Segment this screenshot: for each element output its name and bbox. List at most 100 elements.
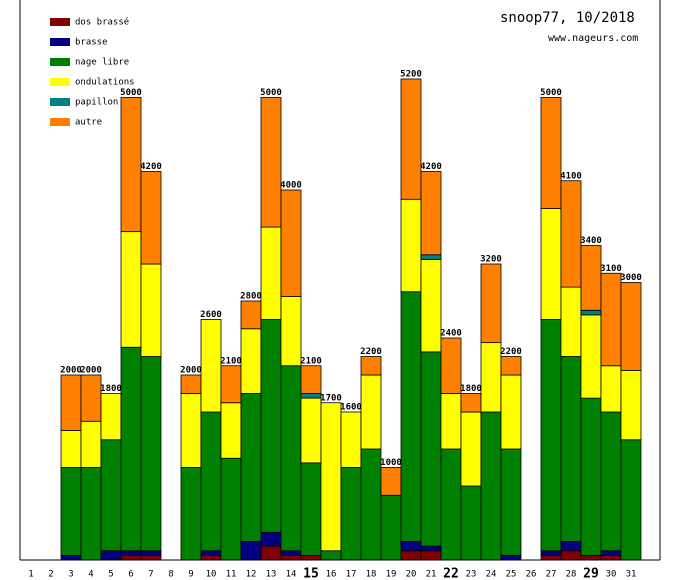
total-label: 4200 bbox=[140, 162, 162, 172]
bar-segment bbox=[400, 550, 422, 561]
bar-segment bbox=[480, 263, 502, 344]
total-label: 2000 bbox=[80, 366, 102, 376]
x-tick-label: 3 bbox=[68, 570, 73, 580]
bar-segment bbox=[380, 494, 402, 561]
total-label: 2000 bbox=[180, 366, 202, 376]
total-label: 4200 bbox=[420, 162, 442, 172]
bar-segment bbox=[260, 319, 282, 533]
bar-segment bbox=[240, 541, 262, 561]
bar-segment bbox=[420, 351, 442, 547]
x-tick-label: 20 bbox=[406, 570, 417, 580]
bar-segment bbox=[320, 402, 342, 552]
x-tick-label: 21 bbox=[426, 570, 437, 580]
x-tick-label: 27 bbox=[546, 570, 557, 580]
total-label: 5000 bbox=[540, 88, 562, 98]
total-label: 1800 bbox=[460, 384, 482, 394]
x-tick-label: 13 bbox=[266, 570, 277, 580]
bar-segment bbox=[400, 541, 422, 552]
bar-segment bbox=[480, 411, 502, 561]
bar-segment bbox=[140, 550, 162, 556]
total-label: 2000 bbox=[60, 366, 82, 376]
legend-label: papillon bbox=[75, 98, 118, 108]
total-label: 2200 bbox=[360, 347, 382, 357]
bar-segment bbox=[540, 319, 562, 552]
bar-segment bbox=[620, 282, 642, 371]
bar-segment bbox=[300, 393, 322, 399]
bar-segment bbox=[600, 411, 622, 552]
bar-segment bbox=[480, 342, 502, 413]
bar-segment bbox=[580, 309, 602, 316]
x-tick-label: 29 bbox=[583, 567, 599, 580]
total-label: 2100 bbox=[300, 356, 322, 366]
x-tick-label: 12 bbox=[246, 570, 257, 580]
bar-segment bbox=[80, 420, 102, 468]
bar-segment bbox=[380, 467, 402, 496]
bar-segment bbox=[200, 319, 222, 413]
bar-segment bbox=[560, 356, 582, 542]
bar-segment bbox=[420, 254, 442, 260]
x-tick-label: 24 bbox=[486, 570, 497, 580]
chart-subtitle: www.nageurs.com bbox=[548, 33, 638, 44]
bar-segment bbox=[580, 245, 602, 311]
bar-segment bbox=[580, 554, 602, 561]
x-tick-label: 17 bbox=[346, 570, 357, 580]
bar-segment bbox=[560, 286, 582, 357]
x-tick-label: 31 bbox=[626, 570, 637, 580]
x-tick-label: 18 bbox=[366, 570, 377, 580]
bar-segment bbox=[280, 554, 302, 561]
bar-segment bbox=[360, 448, 382, 561]
legend-swatch bbox=[50, 98, 70, 106]
total-label: 5000 bbox=[260, 88, 282, 98]
total-label: 2800 bbox=[240, 292, 262, 302]
legend-swatch bbox=[50, 18, 70, 26]
bar-segment bbox=[280, 365, 302, 552]
bar-segment bbox=[560, 541, 582, 552]
bar-segment bbox=[600, 365, 622, 413]
bar-segment bbox=[180, 393, 202, 468]
bar-segment bbox=[60, 430, 82, 468]
bar-segment bbox=[220, 457, 242, 561]
bar-segment bbox=[120, 554, 142, 561]
legend-swatch bbox=[50, 78, 70, 86]
x-tick-label: 19 bbox=[386, 570, 397, 580]
total-label: 2200 bbox=[500, 347, 522, 357]
legend-label: autre bbox=[75, 118, 102, 128]
bar-segment bbox=[120, 231, 142, 348]
bar-segment bbox=[60, 374, 82, 431]
total-label: 4000 bbox=[280, 181, 302, 191]
total-label: 1800 bbox=[100, 384, 122, 394]
bar-segment bbox=[200, 554, 222, 561]
x-tick-label: 9 bbox=[188, 570, 193, 580]
total-label: 5200 bbox=[400, 70, 422, 80]
x-tick-label: 11 bbox=[226, 570, 237, 580]
total-label: 1000 bbox=[380, 458, 402, 468]
legend-label: ondulations bbox=[75, 78, 135, 88]
total-label: 3200 bbox=[480, 255, 502, 265]
bar-segment bbox=[420, 545, 442, 552]
bar-segment bbox=[340, 411, 362, 468]
x-tick-label: 7 bbox=[148, 570, 153, 580]
x-tick-label: 10 bbox=[206, 570, 217, 580]
bar-segment bbox=[240, 393, 262, 542]
bar-segment bbox=[460, 411, 482, 487]
total-label: 3100 bbox=[600, 264, 622, 274]
bar-segment bbox=[600, 554, 622, 561]
bar-segment bbox=[420, 258, 442, 353]
bar-segment bbox=[620, 369, 642, 441]
bar-segment bbox=[260, 545, 282, 561]
bar-segment bbox=[300, 365, 322, 394]
x-tick-label: 25 bbox=[506, 570, 517, 580]
x-tick-label: 5 bbox=[108, 570, 113, 580]
x-tick-label: 23 bbox=[466, 570, 477, 580]
x-tick-label: 6 bbox=[128, 570, 133, 580]
bar-segment bbox=[140, 356, 162, 552]
legend-label: nage libre bbox=[75, 58, 129, 68]
bar-segment bbox=[300, 554, 322, 561]
bar-segment bbox=[80, 374, 102, 422]
bar-segment bbox=[580, 397, 602, 556]
bar-segment bbox=[600, 550, 622, 556]
x-tick-label: 14 bbox=[286, 570, 297, 580]
legend-label: brasse bbox=[75, 38, 108, 48]
x-tick-label: 26 bbox=[526, 570, 537, 580]
